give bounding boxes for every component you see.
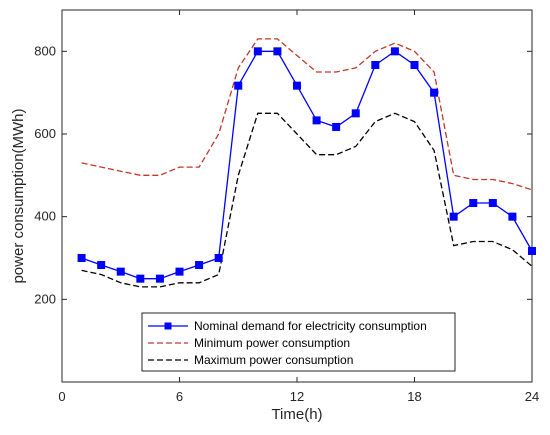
data-point bbox=[469, 199, 478, 208]
data-point bbox=[175, 267, 184, 276]
data-point bbox=[293, 81, 301, 90]
x-tick-label: 6 bbox=[176, 389, 183, 404]
x-axis-title: Time(h) bbox=[271, 406, 322, 423]
legend: Nominal demand for electricity consumpti… bbox=[141, 312, 456, 372]
data-point bbox=[155, 274, 164, 283]
x-tick-label: 12 bbox=[290, 389, 304, 404]
legend-label: Nominal demand for electricity consumpti… bbox=[194, 319, 427, 333]
y-axis-title: power consumption(MWh) bbox=[10, 108, 27, 283]
series-line-maximum-consumption bbox=[81, 112, 533, 288]
x-tick-label: 18 bbox=[407, 389, 421, 404]
data-point bbox=[253, 47, 262, 56]
data-point bbox=[195, 261, 204, 270]
axis-ticks: 0 6 12 18 24 200 400 600 800 bbox=[34, 10, 539, 404]
data-point bbox=[528, 246, 536, 255]
series-layer bbox=[77, 38, 536, 288]
y-tick-label: 800 bbox=[34, 43, 56, 58]
data-point bbox=[312, 116, 321, 125]
legend-label: Minimum power consumption bbox=[194, 336, 350, 350]
data-point bbox=[97, 261, 106, 270]
data-point bbox=[234, 81, 243, 90]
data-point bbox=[488, 199, 497, 208]
legend-box bbox=[141, 312, 456, 372]
data-point bbox=[449, 212, 458, 221]
y-tick-label: 600 bbox=[34, 126, 56, 141]
legend-label: Maximum power consumption bbox=[194, 353, 353, 367]
series-line-minimum-consumption bbox=[81, 38, 533, 191]
data-point bbox=[351, 109, 360, 118]
data-point bbox=[136, 274, 145, 283]
data-point bbox=[116, 267, 125, 276]
x-tick-label: 0 bbox=[58, 389, 65, 404]
data-point bbox=[390, 47, 399, 56]
data-point bbox=[508, 212, 517, 221]
data-point bbox=[410, 60, 419, 69]
data-point bbox=[214, 254, 223, 262]
x-tick-label: 24 bbox=[525, 389, 539, 404]
legend-marker bbox=[164, 322, 172, 330]
data-point bbox=[371, 60, 380, 69]
data-point bbox=[273, 47, 282, 56]
y-tick-label: 200 bbox=[34, 291, 56, 306]
data-point bbox=[332, 122, 341, 131]
y-tick-label: 400 bbox=[34, 209, 56, 224]
data-point bbox=[77, 254, 86, 262]
data-point bbox=[430, 88, 439, 97]
